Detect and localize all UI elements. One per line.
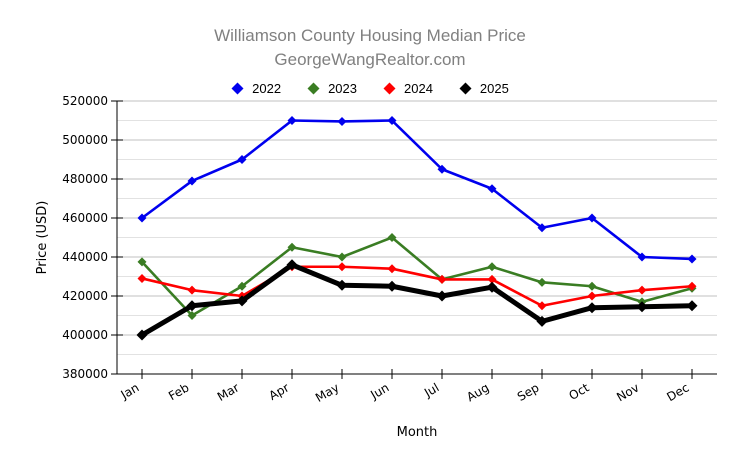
- data-point-2024: [687, 281, 697, 291]
- legend-item-2022: 2022: [231, 81, 281, 96]
- series-2023: [137, 233, 697, 320]
- x-tick-label: Oct: [567, 380, 592, 403]
- legend-marker-2024-icon: [383, 82, 396, 94]
- data-point-2024: [387, 264, 397, 274]
- data-point-2025: [286, 259, 298, 271]
- x-tick-label: Feb: [166, 380, 191, 403]
- data-point-2024: [487, 274, 497, 284]
- data-point-2022: [137, 213, 147, 223]
- series-2022: [137, 116, 697, 264]
- legend-item-2024: 2024: [383, 81, 433, 96]
- x-tick-label: Aug: [464, 380, 491, 404]
- data-point-2022: [437, 164, 447, 174]
- data-point-2025: [636, 301, 648, 313]
- data-point-2022: [337, 116, 347, 126]
- x-axis-title: Month: [397, 425, 438, 440]
- data-point-2022: [287, 116, 297, 125]
- data-point-2023: [187, 311, 197, 320]
- x-tick-label: Dec: [664, 380, 691, 404]
- data-point-2025: [336, 279, 348, 291]
- data-point-2024: [137, 273, 147, 283]
- x-tick-label: May: [313, 380, 341, 405]
- data-point-2025: [686, 300, 698, 312]
- legend-marker-2022-icon: [231, 82, 244, 94]
- data-point-2024: [337, 262, 347, 272]
- data-point-2023: [487, 262, 497, 272]
- x-tick-label: Sep: [515, 380, 542, 403]
- x-tick-label: Apr: [267, 380, 292, 403]
- legend-item-2023: 2023: [307, 81, 357, 96]
- legend-label: 2024: [404, 80, 433, 96]
- data-point-2022: [387, 116, 397, 125]
- y-tick-label: 460000: [62, 211, 108, 225]
- data-point-2024: [637, 285, 647, 295]
- series-line-2023: [141, 236, 693, 317]
- data-point-2023: [387, 233, 397, 242]
- y-tick-label: 520000: [62, 94, 108, 108]
- series-line-2025: [140, 262, 693, 338]
- chart-subtitle: GeorgeWangRealtor.com: [274, 50, 466, 69]
- y-tick-label: 400000: [62, 328, 108, 342]
- data-point-2025: [486, 281, 498, 293]
- data-point-2023: [137, 257, 147, 267]
- chart-title: Williamson County Housing Median Price: [214, 26, 526, 45]
- data-point-2022: [687, 254, 697, 264]
- data-point-2025: [186, 300, 198, 312]
- legend-marker-2023-icon: [307, 82, 320, 94]
- data-point-2022: [237, 155, 247, 164]
- data-point-2023: [537, 277, 547, 287]
- data-point-2024: [587, 291, 597, 301]
- legend-item-2025: 2025: [459, 81, 509, 96]
- x-tick-label: Jun: [367, 380, 391, 402]
- y-tick-label: 480000: [62, 172, 108, 186]
- data-point-2025: [136, 329, 148, 341]
- data-point-2023: [287, 242, 297, 252]
- y-tick-label: 380000: [62, 367, 108, 381]
- data-point-2022: [187, 176, 197, 186]
- data-point-2025: [586, 302, 598, 314]
- series-line-2022: [141, 119, 693, 261]
- chart-legend: 2022 2023 2024 2025: [0, 79, 740, 97]
- data-point-2025: [536, 315, 548, 327]
- data-point-2024: [437, 274, 447, 284]
- data-point-2024: [537, 301, 547, 311]
- data-point-2022: [587, 213, 597, 223]
- data-point-2022: [487, 184, 497, 194]
- y-tick-label: 500000: [62, 133, 108, 147]
- series-line-2024: [141, 265, 693, 308]
- y-axis-title: Price (USD): [35, 201, 50, 275]
- series-2025: [136, 259, 698, 341]
- x-tick-label: Jan: [118, 380, 142, 402]
- x-tick-label: Mar: [215, 380, 242, 403]
- legend-label: 2023: [328, 80, 357, 96]
- legend-marker-2025-icon: [459, 82, 472, 94]
- data-point-2024: [187, 285, 197, 295]
- y-tick-label: 440000: [62, 250, 108, 264]
- data-point-2022: [637, 252, 647, 262]
- data-point-2025: [236, 295, 248, 307]
- data-point-2022: [537, 223, 547, 233]
- legend-label: 2022: [252, 80, 282, 96]
- data-point-2023: [337, 252, 347, 262]
- legend-label: 2025: [479, 80, 509, 96]
- data-point-2025: [386, 280, 398, 292]
- x-tick-label: Jul: [421, 380, 441, 400]
- x-tick-label: Nov: [614, 380, 641, 404]
- data-point-2025: [436, 290, 448, 302]
- data-point-2023: [587, 281, 597, 291]
- y-tick-label: 420000: [62, 289, 108, 303]
- data-point-2023: [237, 281, 247, 291]
